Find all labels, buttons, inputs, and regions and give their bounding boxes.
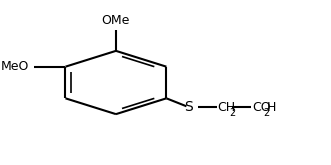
Text: H: H [267,101,276,114]
Text: CH: CH [217,101,236,114]
Text: 2: 2 [263,108,269,118]
Text: 2: 2 [229,108,235,118]
Text: OMe: OMe [102,14,130,27]
Text: S: S [184,100,193,114]
Text: CO: CO [252,101,270,114]
Text: MeO: MeO [1,60,29,73]
